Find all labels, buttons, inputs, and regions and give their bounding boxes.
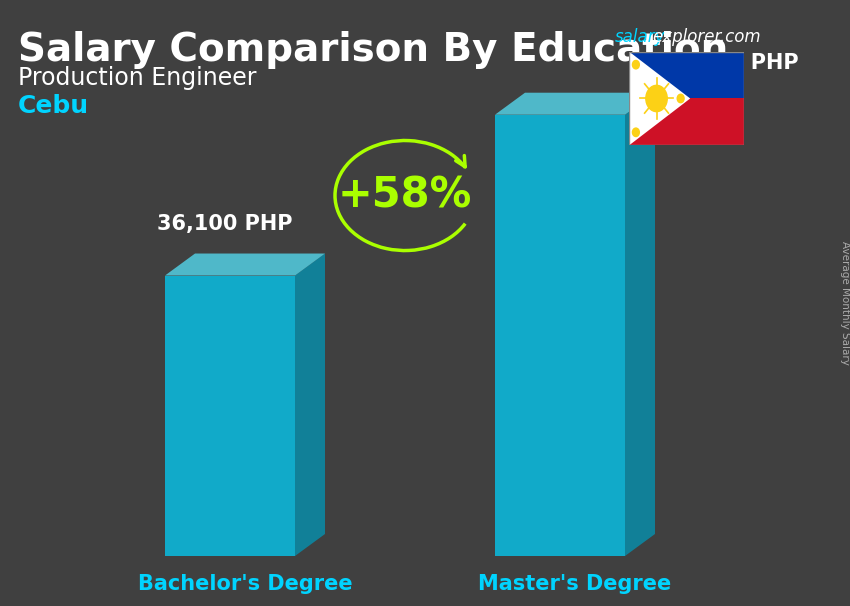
Polygon shape xyxy=(495,115,625,556)
Circle shape xyxy=(646,85,667,112)
Text: salary: salary xyxy=(615,28,666,46)
Polygon shape xyxy=(165,253,325,276)
Text: +58%: +58% xyxy=(337,175,473,216)
Polygon shape xyxy=(165,276,295,556)
Circle shape xyxy=(632,61,639,69)
Polygon shape xyxy=(295,253,325,556)
Text: Cebu: Cebu xyxy=(18,94,89,118)
Text: Bachelor's Degree: Bachelor's Degree xyxy=(138,574,352,594)
Text: Average Monthly Salary: Average Monthly Salary xyxy=(840,241,850,365)
Text: 56,800 PHP: 56,800 PHP xyxy=(663,53,799,73)
Text: Master's Degree: Master's Degree xyxy=(479,574,672,594)
Text: Production Engineer: Production Engineer xyxy=(18,66,257,90)
Circle shape xyxy=(632,128,639,136)
Polygon shape xyxy=(629,52,690,145)
Polygon shape xyxy=(495,93,655,115)
Text: 36,100 PHP: 36,100 PHP xyxy=(157,213,292,233)
Polygon shape xyxy=(629,52,744,98)
Polygon shape xyxy=(625,93,655,556)
Circle shape xyxy=(677,95,684,102)
Polygon shape xyxy=(629,98,744,145)
Text: Salary Comparison By Education: Salary Comparison By Education xyxy=(18,31,728,69)
Text: explorer.com: explorer.com xyxy=(652,28,761,46)
